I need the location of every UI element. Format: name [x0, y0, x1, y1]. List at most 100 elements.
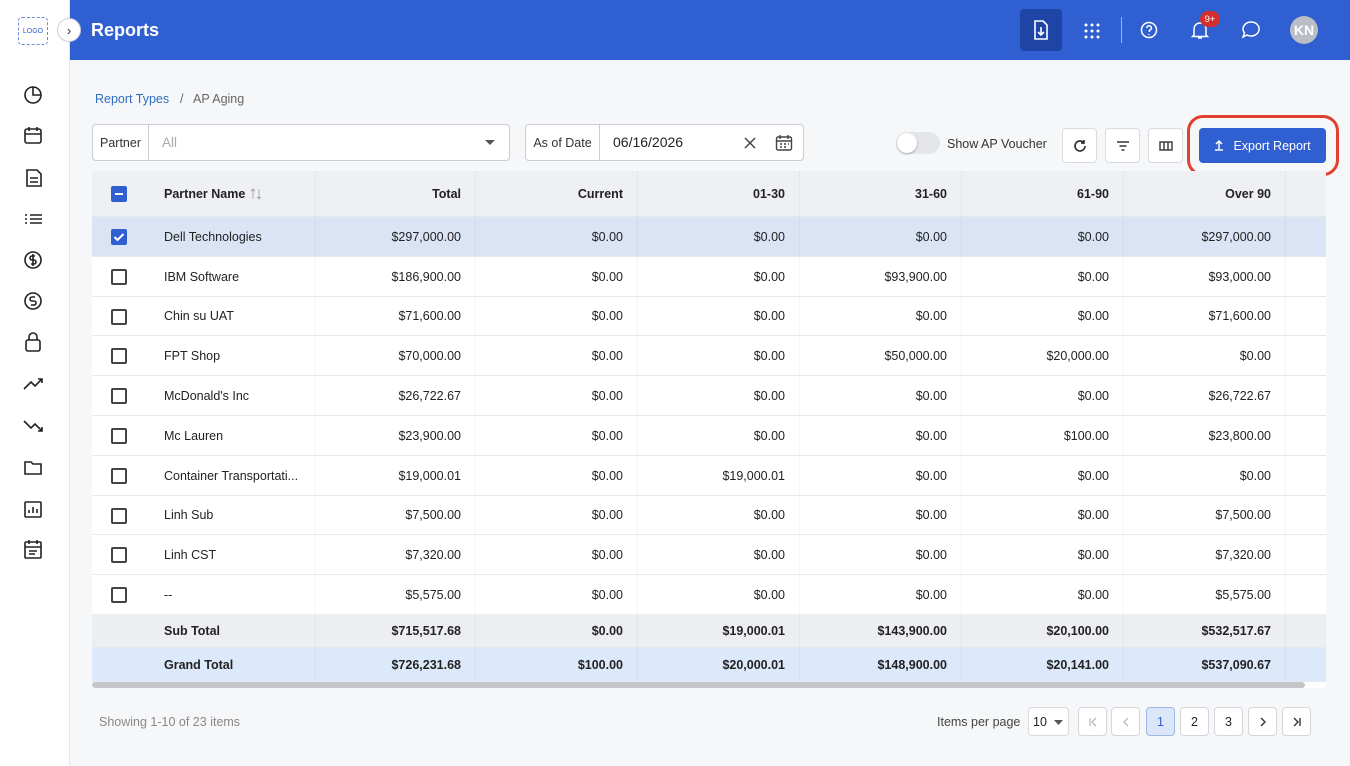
horizontal-scrollbar[interactable]	[92, 682, 1305, 688]
checkbox[interactable]	[111, 186, 127, 202]
column-divider	[799, 171, 800, 217]
table-row: Linh Sub $7,500.00 $0.00 $0.00 $0.00 $0.00 $7,…	[92, 495, 1326, 536]
checkbox[interactable]	[111, 308, 127, 325]
nav-lock[interactable]	[25, 339, 41, 352]
table-row: Chin su UAT $71,600.00 $0.00 $0.00 $0.00 $0.0…	[92, 296, 1326, 337]
column-divider	[315, 575, 316, 615]
help-button[interactable]	[1140, 21, 1158, 39]
table-cell: $0.00	[591, 624, 623, 638]
nav-folder[interactable]	[24, 461, 42, 475]
user-avatar[interactable]: KN	[1290, 16, 1318, 44]
date-filter[interactable]: As of Date 06/16/2026	[525, 124, 804, 161]
checkbox[interactable]	[111, 229, 127, 245]
column-divider	[637, 217, 638, 257]
per-page-select[interactable]: 10	[1028, 707, 1069, 736]
nav-trend-up[interactable]	[23, 378, 43, 390]
checkbox[interactable]	[111, 467, 127, 484]
table-cell: $93,900.00	[884, 269, 947, 284]
table-cell: $0.00	[753, 349, 785, 364]
nav-chart[interactable]	[24, 501, 42, 518]
table-cell: $0.00	[915, 309, 947, 324]
column-divider	[315, 376, 316, 416]
table-cell: $0.00	[753, 309, 785, 324]
sort-icon[interactable]	[250, 188, 262, 200]
table-cell: Over 90	[1225, 187, 1271, 201]
checkbox[interactable]	[111, 507, 127, 524]
partner-filter[interactable]: Partner All	[92, 124, 510, 161]
nav-recurring[interactable]	[24, 292, 42, 310]
table-cell: $19,000.01	[722, 624, 785, 638]
checkbox[interactable]	[111, 587, 127, 604]
date-value: 06/16/2026	[613, 134, 684, 150]
column-divider	[315, 455, 316, 496]
column-divider	[961, 575, 962, 615]
column-divider	[1123, 614, 1124, 648]
page-button[interactable]: 2	[1180, 707, 1209, 736]
filter-button[interactable]	[1105, 128, 1140, 163]
table-cell: $0.00	[753, 428, 785, 443]
checkbox[interactable]	[111, 268, 127, 285]
report-table: Partner Name Total Current 01-30 31-60 61-90 O…	[92, 171, 1326, 688]
nav-payments[interactable]	[24, 251, 42, 269]
partner-value: All	[162, 135, 178, 150]
nav-document[interactable]	[26, 169, 42, 187]
nav-list[interactable]	[25, 214, 42, 224]
ap-voucher-toggle[interactable]	[896, 132, 940, 154]
column-divider	[1123, 648, 1124, 682]
table-header: Partner Name Total Current 01-30 31-60 61-90 O…	[92, 171, 1326, 217]
table-cell: $5,575.00	[405, 588, 461, 603]
table-cell: $0.00	[753, 508, 785, 523]
column-divider	[1285, 376, 1286, 416]
next-page[interactable]	[1248, 707, 1277, 736]
column-divider	[961, 217, 962, 257]
column-divider	[1123, 535, 1124, 576]
page-button[interactable]: 1	[1146, 707, 1175, 736]
table-cell: $297,000.00	[1201, 229, 1271, 244]
logo[interactable]: LOGO	[18, 17, 48, 45]
nav-trend-down[interactable]	[23, 420, 43, 432]
table-cell: $148,900.00	[877, 658, 947, 672]
checkbox[interactable]	[111, 428, 127, 444]
column-divider	[1285, 535, 1286, 576]
export-button[interactable]: Export Report	[1199, 128, 1326, 163]
checkbox[interactable]	[111, 348, 127, 365]
table-cell: $0.00	[753, 588, 785, 603]
table-cell: Sub Total	[164, 624, 221, 638]
export-label: Export Report	[1233, 138, 1311, 153]
checkbox[interactable]	[111, 547, 127, 564]
calendar-button[interactable]	[775, 134, 793, 152]
table-cell: $7,500.00	[1215, 508, 1271, 523]
column-divider	[799, 336, 800, 377]
prev-page[interactable]	[1111, 707, 1140, 736]
refresh-button[interactable]	[1062, 128, 1097, 163]
table-cell: $0.00	[915, 588, 947, 603]
table-cell: $7,500.00	[405, 508, 461, 523]
table-cell: $0.00	[753, 389, 785, 404]
last-page[interactable]	[1282, 707, 1311, 736]
checkbox[interactable]	[111, 388, 127, 405]
column-divider	[799, 535, 800, 576]
page-button[interactable]: 3	[1214, 707, 1243, 736]
nav-calendar[interactable]	[24, 128, 42, 144]
nav-schedule[interactable]	[24, 541, 42, 559]
column-divider	[961, 455, 962, 496]
columns-button[interactable]	[1148, 128, 1183, 163]
breadcrumb-link[interactable]: Report Types	[95, 92, 170, 106]
table-cell: $7,320.00	[1215, 548, 1271, 563]
column-divider	[475, 256, 476, 297]
column-divider	[315, 614, 316, 648]
column-divider	[475, 336, 476, 377]
chat-button[interactable]	[1240, 20, 1262, 40]
column-divider	[1123, 171, 1124, 217]
clear-date[interactable]	[744, 137, 756, 149]
table-cell: $0.00	[1077, 508, 1109, 523]
table-cell: $0.00	[591, 309, 623, 324]
sidebar-toggle[interactable]: ›	[57, 18, 81, 42]
first-page[interactable]	[1078, 707, 1107, 736]
table-cell: $143,900.00	[877, 624, 947, 638]
apps-button[interactable]	[1084, 23, 1100, 39]
date-label: As of Date	[526, 125, 600, 160]
breadcrumb-current: AP Aging	[193, 92, 245, 106]
download-button[interactable]	[1020, 9, 1062, 51]
